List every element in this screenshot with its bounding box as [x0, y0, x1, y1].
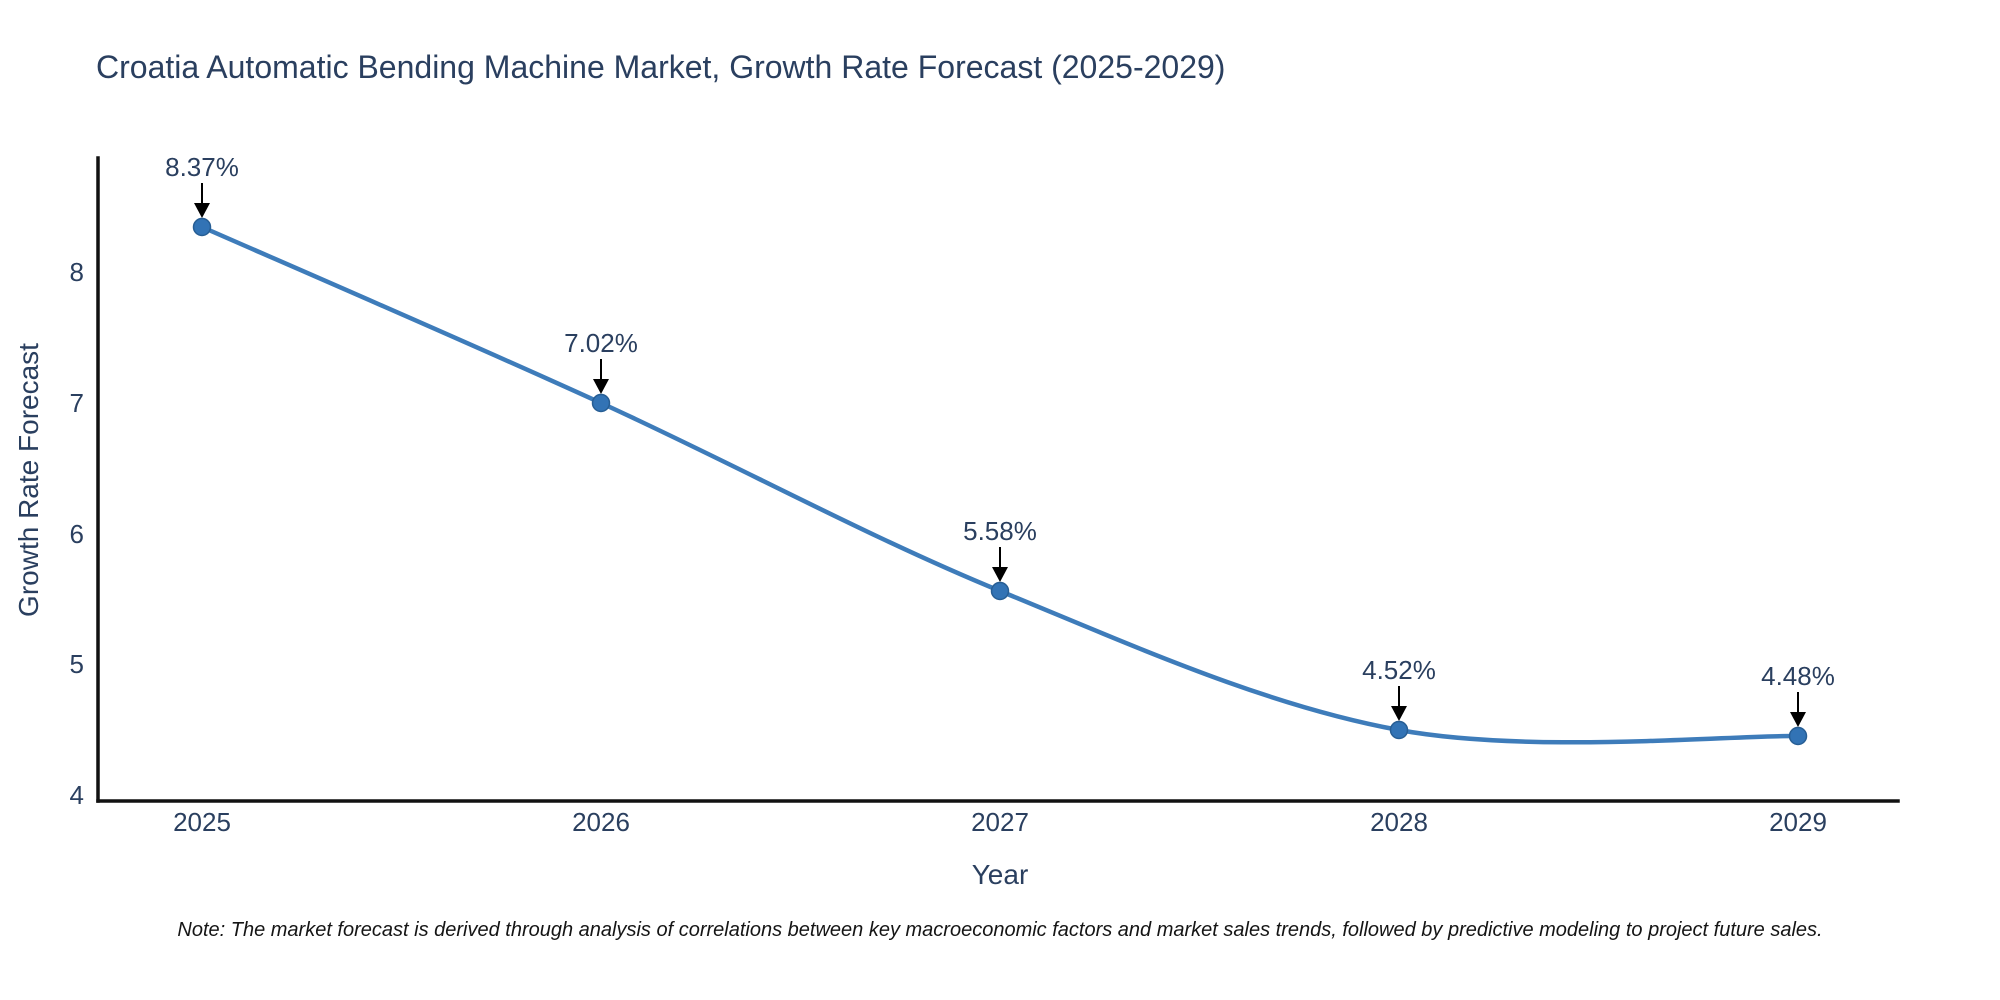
data-point-2029	[1788, 726, 1808, 746]
y-tick-7: 7	[70, 388, 84, 418]
y-tick-8: 8	[70, 257, 84, 287]
y-tick-6: 6	[70, 519, 84, 549]
arrow-head-2028	[1391, 706, 1407, 721]
x-tick-2027: 2027	[971, 807, 1029, 837]
x-tick-2026: 2026	[572, 807, 630, 837]
growth-rate-spline	[199, 224, 1801, 745]
x-axis-ticks: 2025 2026 2027 2028 2029	[173, 807, 1827, 837]
y-axis-title: Growth Rate Forecast	[13, 343, 44, 617]
footnote: Note: The market forecast is derived thr…	[177, 919, 1823, 941]
x-axis-title: Year	[972, 859, 1029, 890]
x-tick-2025: 2025	[173, 807, 231, 837]
annotation-arrows	[201, 183, 1799, 714]
data-point-2025	[192, 217, 212, 237]
y-tick-5: 5	[70, 649, 84, 679]
x-tick-2029: 2029	[1769, 807, 1827, 837]
data-point-markers	[192, 217, 1808, 746]
arrow-head-2027	[992, 567, 1008, 582]
annotation-2028: 4.52%	[1362, 655, 1436, 685]
annotation-arrowheads	[194, 203, 1806, 727]
annotation-labels: 8.37% 7.02% 5.58% 4.52% 4.48%	[165, 152, 1835, 691]
annotation-2027: 5.58%	[963, 516, 1037, 546]
data-point-2027	[990, 581, 1010, 601]
annotation-2029: 4.48%	[1761, 661, 1835, 691]
y-tick-4: 4	[70, 780, 84, 810]
arrow-head-2029	[1790, 712, 1806, 727]
data-point-2028	[1389, 720, 1409, 740]
annotation-2026: 7.02%	[564, 328, 638, 358]
annotation-2025: 8.37%	[165, 152, 239, 182]
arrow-head-2025	[194, 203, 210, 218]
arrow-head-2026	[593, 379, 609, 394]
chart-title: Croatia Automatic Bending Machine Market…	[96, 49, 1225, 85]
data-point-2026	[591, 393, 611, 413]
x-tick-2028: 2028	[1370, 807, 1428, 837]
y-axis-ticks: 8 7 6 5 4	[70, 257, 84, 810]
